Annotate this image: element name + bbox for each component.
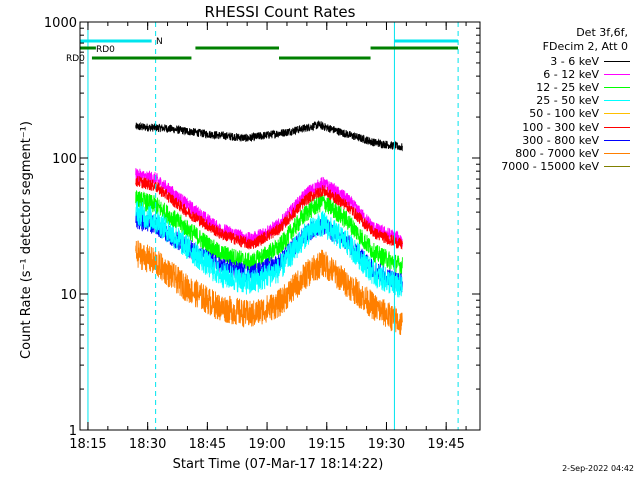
legend-label: 3 - 6 keV xyxy=(550,55,599,68)
legend-entry: 12 - 25 keV xyxy=(536,81,630,94)
rd0-upper-label: RD0 xyxy=(96,45,115,55)
legend-entry: 300 - 800 keV xyxy=(522,134,630,147)
y-tick-label-2: 100 xyxy=(52,152,77,167)
chart-title: RHESSI Count Rates xyxy=(205,3,356,21)
y-tick-label-0: 1 xyxy=(69,424,77,439)
legend-swatch xyxy=(604,100,630,102)
legend-swatch xyxy=(604,61,630,62)
legend-entry: 100 - 300 keV xyxy=(522,121,630,134)
footer-timestamp: 2-Sep-2022 04:42 xyxy=(562,464,634,473)
axis-layer: 1 10 100 1000 18:15 18:30 18:45 19:00 19:15 19:30… xyxy=(44,16,481,452)
legend-swatch xyxy=(604,139,630,141)
legend-entry: 25 - 50 keV xyxy=(536,94,630,107)
x-tick-label-5: 19:30 xyxy=(368,437,405,452)
legend-swatch xyxy=(604,126,630,128)
x-axis-label: Start Time (07-Mar-17 18:14:22) xyxy=(173,457,384,472)
legend-swatch xyxy=(604,165,630,167)
series-layer xyxy=(135,120,403,336)
rd0-lower-label: RD0 xyxy=(66,54,85,64)
x-tick-label-4: 19:15 xyxy=(308,437,345,452)
series-line-25-50kev xyxy=(135,201,403,298)
x-tick-label-0: 18:15 xyxy=(69,437,106,452)
legend-swatch xyxy=(604,74,630,76)
legend-header-line1: Det 3f,6f, xyxy=(576,26,628,39)
series-line-12-25kev xyxy=(135,190,403,275)
legend-entry: 7000 - 15000 keV xyxy=(501,160,630,173)
x-tick-label-3: 19:00 xyxy=(248,437,285,452)
x-tick-label-2: 18:45 xyxy=(189,437,226,452)
y-tick-label-3: 1000 xyxy=(44,16,77,31)
legend-label: 100 - 300 keV xyxy=(522,120,599,134)
legend-label: 50 - 100 keV xyxy=(529,107,599,121)
x-tick-label-1: 18:30 xyxy=(129,437,166,452)
legend-entry: 800 - 7000 keV xyxy=(515,147,630,160)
legend-label: 800 - 7000 keV xyxy=(515,146,599,160)
legend-entry: 6 - 12 keV xyxy=(543,68,630,81)
legend-entry: 50 - 100 keV xyxy=(529,107,630,120)
legend-label: 6 - 12 keV xyxy=(543,68,599,82)
legend-swatch xyxy=(604,87,630,89)
series-line-800-7000kev xyxy=(135,240,403,336)
legend-label: 7000 - 15000 keV xyxy=(501,159,599,173)
legend-swatch xyxy=(604,113,630,115)
x-tick-label-6: 19:45 xyxy=(427,437,464,452)
legend-swatch xyxy=(604,152,630,154)
series-line-3-6kev xyxy=(135,120,403,152)
legend-header-line2: FDecim 2, Att 0 xyxy=(542,40,628,53)
annotation-layer: N RD0 RD0 xyxy=(66,22,459,430)
legend-label: 300 - 800 keV xyxy=(522,133,599,147)
night-label: N xyxy=(156,37,163,47)
y-axis-label: Count Rate (s⁻¹ detector segment⁻¹) xyxy=(19,121,34,359)
legend-label: 12 - 25 keV xyxy=(536,81,599,95)
legend-label: 25 - 50 keV xyxy=(536,94,599,108)
y-tick-label-1: 10 xyxy=(60,288,77,303)
legend-entry: 3 - 6 keV xyxy=(550,55,630,68)
plot-frame xyxy=(79,21,481,431)
series-line-100-300kev xyxy=(135,175,403,250)
